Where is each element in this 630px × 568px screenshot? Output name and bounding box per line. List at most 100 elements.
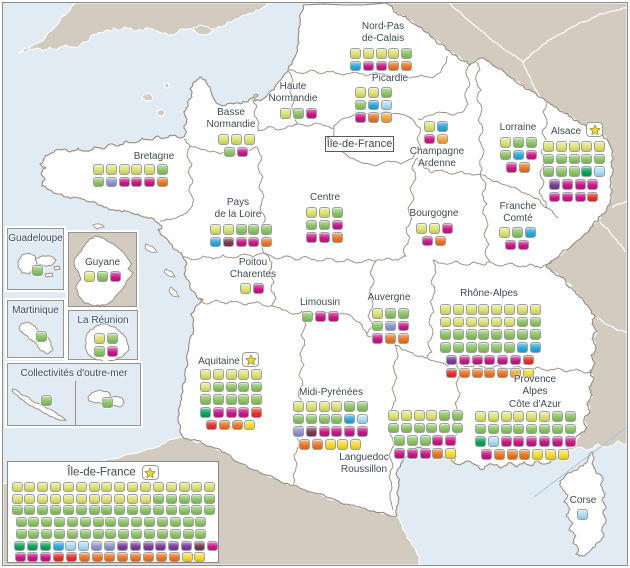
provence-alpes-cote-d-azur-square <box>513 423 525 435</box>
languedoc-roussillon-square <box>452 410 463 421</box>
pays-de-la-loire-square <box>210 236 221 248</box>
languedoc-roussillon-square <box>388 410 399 421</box>
provence-alpes-cote-d-azur-square <box>539 411 550 422</box>
rhone-alpes-square <box>504 329 515 340</box>
lorraine-square <box>525 149 537 161</box>
region-border-11 <box>263 252 277 307</box>
midi-pyrenees-square <box>305 413 317 425</box>
idf-square <box>165 482 177 492</box>
region-border-10 <box>183 252 265 261</box>
haute-normandie-square <box>280 108 291 119</box>
region-border-12 <box>198 297 273 307</box>
idf-square <box>117 552 129 562</box>
languedoc-roussillon-square <box>426 422 438 434</box>
alsace-square <box>561 191 573 203</box>
idf-square <box>118 517 130 528</box>
idf-square <box>152 505 164 516</box>
languedoc-roussillon-square <box>394 448 405 459</box>
idf-square <box>195 517 207 528</box>
nord-pas-de-calais-square <box>350 60 361 72</box>
pays-de-la-loire-square <box>222 236 234 248</box>
franche-comte-square <box>505 239 516 251</box>
pays-de-la-loire-square <box>222 224 234 235</box>
com-square <box>102 397 113 408</box>
provence-alpes-cote-d-azur-square <box>526 436 538 447</box>
midi-pyrenees-square <box>324 439 336 450</box>
guyane-square <box>84 271 95 282</box>
alsace-square <box>594 153 606 165</box>
provence-alpes-cote-d-azur-square <box>564 411 576 422</box>
midi-pyrenees-square <box>357 426 368 437</box>
idf-square <box>66 517 78 528</box>
limousin-square <box>314 311 326 322</box>
inset-label-guadeloupe: Guadeloupe <box>8 233 63 244</box>
pays-de-la-loire-square <box>210 224 221 235</box>
basse-normandie-square <box>243 134 255 145</box>
region-border-26 <box>546 207 559 219</box>
corse-square <box>577 509 588 520</box>
bourgogne-square <box>422 235 433 247</box>
region-border-8 <box>159 138 195 222</box>
idf-square <box>66 528 78 539</box>
midi-pyrenees-square <box>318 426 330 437</box>
idf-square <box>24 482 36 492</box>
inset-guadeloupe: Guadeloupe <box>7 228 64 290</box>
midi-pyrenees-square <box>299 439 310 450</box>
region-label-picardie: Picardie <box>371 73 409 84</box>
languedoc-roussillon-square <box>432 435 444 446</box>
lorraine-square <box>506 162 517 173</box>
idf-square <box>78 540 90 551</box>
la-reunion-square <box>107 346 118 357</box>
midi-pyrenees-square <box>337 439 349 450</box>
rhone-alpes-square <box>529 304 541 315</box>
languedoc-roussillon-square <box>419 448 431 459</box>
midi-pyrenees-square <box>305 401 317 412</box>
country-border-3 <box>611 200 628 209</box>
idf-square <box>15 517 27 528</box>
nord-pas-de-calais-square <box>362 48 374 59</box>
lorraine-square <box>512 149 524 161</box>
languedoc-roussillon-square <box>439 410 451 421</box>
idf-square <box>127 482 139 492</box>
corsica-outline <box>559 451 607 557</box>
idf-square <box>105 517 117 528</box>
centre-square <box>318 232 330 243</box>
picardie-square <box>380 87 392 98</box>
idf-square <box>78 552 90 562</box>
coastal-island-2 <box>163 268 176 278</box>
idf-square <box>37 505 49 516</box>
picardie-square <box>367 87 379 98</box>
midi-pyrenees-square <box>293 401 304 412</box>
small-island-2 <box>156 108 166 117</box>
idf-square <box>191 482 203 492</box>
alsace-square <box>594 141 606 152</box>
region-border-23 <box>475 61 485 175</box>
franche-comte-square <box>524 227 536 238</box>
idf-square <box>168 552 180 562</box>
rhone-alpes-square <box>491 342 503 353</box>
picardie-square <box>355 99 366 111</box>
coastal-island-0 <box>92 223 105 230</box>
languedoc-roussillon-square <box>406 435 418 446</box>
provence-alpes-cote-d-azur-square <box>481 449 492 460</box>
idf-square <box>142 540 154 551</box>
rhone-alpes-square <box>465 304 477 315</box>
idf-square <box>75 493 87 504</box>
ile-de-france-map-label: Île-de-France <box>325 136 394 152</box>
alsace-square <box>581 166 593 177</box>
idf-square <box>11 482 23 492</box>
idf-square <box>50 505 62 516</box>
auvergne-square <box>372 333 383 344</box>
aquitaine-square <box>225 369 237 380</box>
region-label-basse-normandie: Basse Normandie <box>206 107 256 131</box>
country-border-4 <box>599 221 626 253</box>
aquitaine-square <box>212 407 224 418</box>
region-border-2 <box>462 64 471 113</box>
idf-square <box>28 517 40 528</box>
idf-square <box>54 528 66 539</box>
region-border-4 <box>251 98 260 132</box>
idf-square <box>195 528 207 539</box>
inset-label-com: Collectivités d'outre-mer <box>20 368 128 379</box>
alsace-square <box>568 166 580 177</box>
